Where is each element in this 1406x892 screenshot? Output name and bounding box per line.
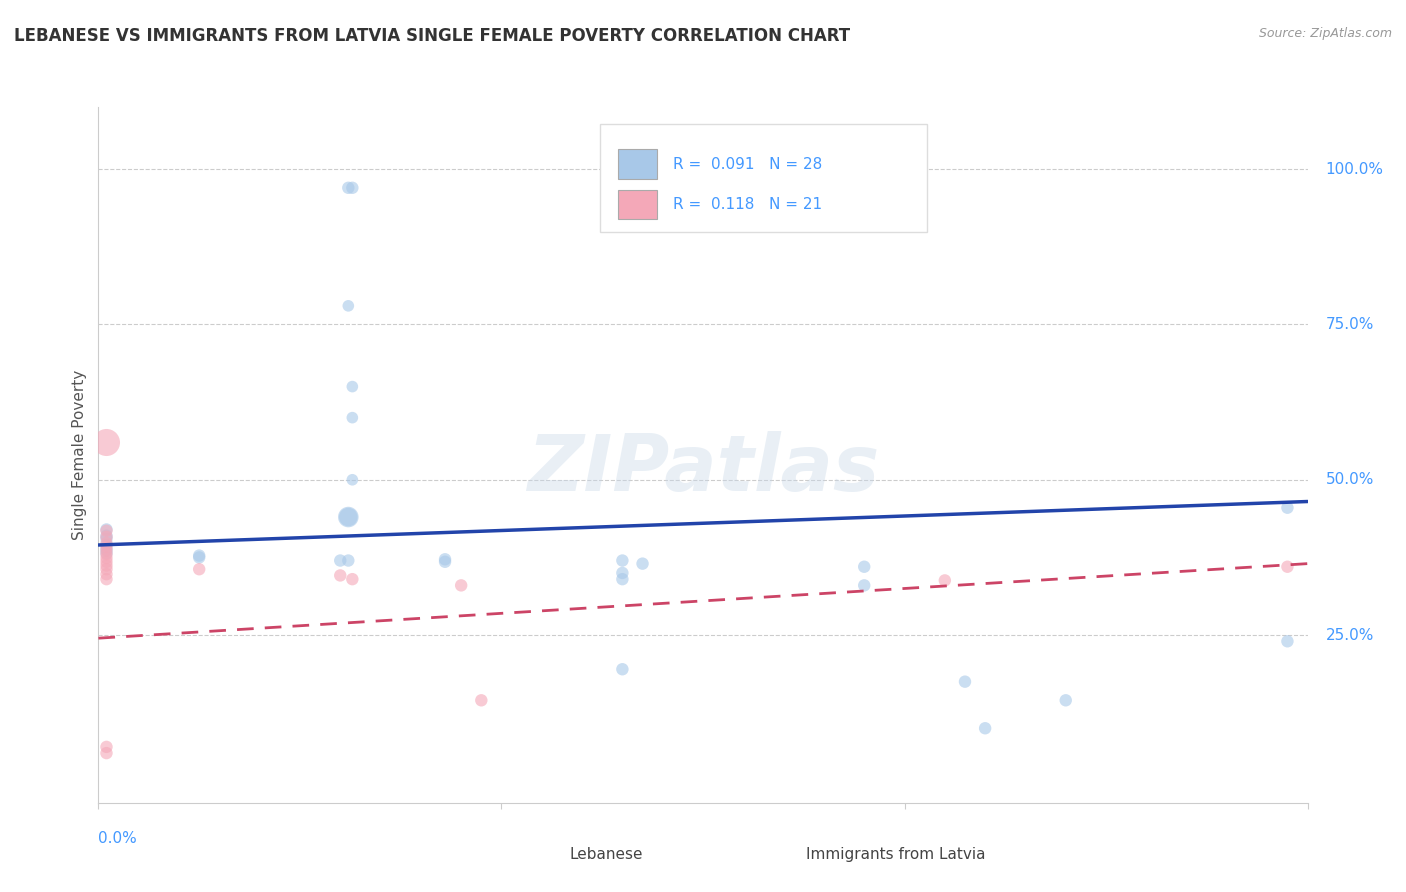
Point (1277, 559, 1299, 574)
Point (953, 674, 976, 689)
Point (934, 574, 956, 588)
Point (188, 550, 211, 565)
Text: R =  0.091   N = 28: R = 0.091 N = 28 (672, 157, 823, 171)
Point (337, 553, 360, 567)
Point (329, 553, 352, 567)
Text: 25.0%: 25.0% (1326, 628, 1374, 642)
Text: 50.0%: 50.0% (1326, 472, 1374, 487)
Point (96, 547, 118, 561)
FancyBboxPatch shape (534, 844, 561, 871)
Point (96, 551, 118, 566)
Point (612, 662, 634, 676)
Point (342, 572, 364, 586)
Point (188, 549, 211, 563)
Point (342, 410, 364, 425)
Point (96, 739, 118, 754)
Text: Lebanese: Lebanese (569, 847, 644, 863)
FancyBboxPatch shape (600, 124, 927, 232)
Text: ZIPatlas: ZIPatlas (527, 431, 879, 507)
Point (96, 558, 118, 573)
Point (329, 568, 352, 582)
Point (612, 553, 634, 567)
Point (96, 746, 118, 760)
Point (612, 572, 634, 586)
Point (337, 181, 360, 195)
FancyBboxPatch shape (769, 844, 796, 871)
FancyBboxPatch shape (619, 150, 657, 178)
Point (612, 566, 634, 580)
Point (342, 379, 364, 393)
Point (470, 693, 492, 707)
Point (96, 543, 118, 558)
Text: 0.0%: 0.0% (98, 830, 138, 846)
Point (337, 299, 360, 313)
Point (96, 572, 118, 586)
Text: R =  0.118   N = 21: R = 0.118 N = 21 (672, 197, 823, 212)
Y-axis label: Single Female Poverty: Single Female Poverty (72, 370, 87, 540)
Point (1277, 500, 1299, 515)
Text: 100.0%: 100.0% (1326, 161, 1384, 177)
Point (96, 530, 118, 544)
Point (96, 536, 118, 550)
Point (434, 555, 457, 569)
Point (337, 510, 360, 524)
Text: Source: ZipAtlas.com: Source: ZipAtlas.com (1258, 27, 1392, 40)
Point (188, 562, 211, 576)
Point (96, 562, 118, 576)
Point (96, 524, 118, 538)
Point (434, 552, 457, 566)
FancyBboxPatch shape (619, 190, 657, 219)
Point (96, 532, 118, 546)
Point (96, 538, 118, 552)
Text: 75.0%: 75.0% (1326, 317, 1374, 332)
Point (337, 510, 360, 524)
Point (342, 181, 364, 195)
Point (96, 567, 118, 582)
Point (96, 542, 118, 557)
Point (96, 523, 118, 537)
Point (96, 555, 118, 569)
Point (96, 540, 118, 554)
Point (853, 578, 876, 592)
Point (631, 557, 654, 571)
Point (96, 435, 118, 450)
Text: LEBANESE VS IMMIGRANTS FROM LATVIA SINGLE FEMALE POVERTY CORRELATION CHART: LEBANESE VS IMMIGRANTS FROM LATVIA SINGL… (14, 27, 851, 45)
Point (853, 559, 876, 574)
Point (450, 578, 472, 592)
Point (1277, 634, 1299, 648)
Text: Immigrants from Latvia: Immigrants from Latvia (806, 847, 986, 863)
Point (342, 473, 364, 487)
Point (1054, 693, 1077, 707)
Point (96, 529, 118, 543)
Point (96, 546, 118, 560)
Point (974, 721, 997, 735)
